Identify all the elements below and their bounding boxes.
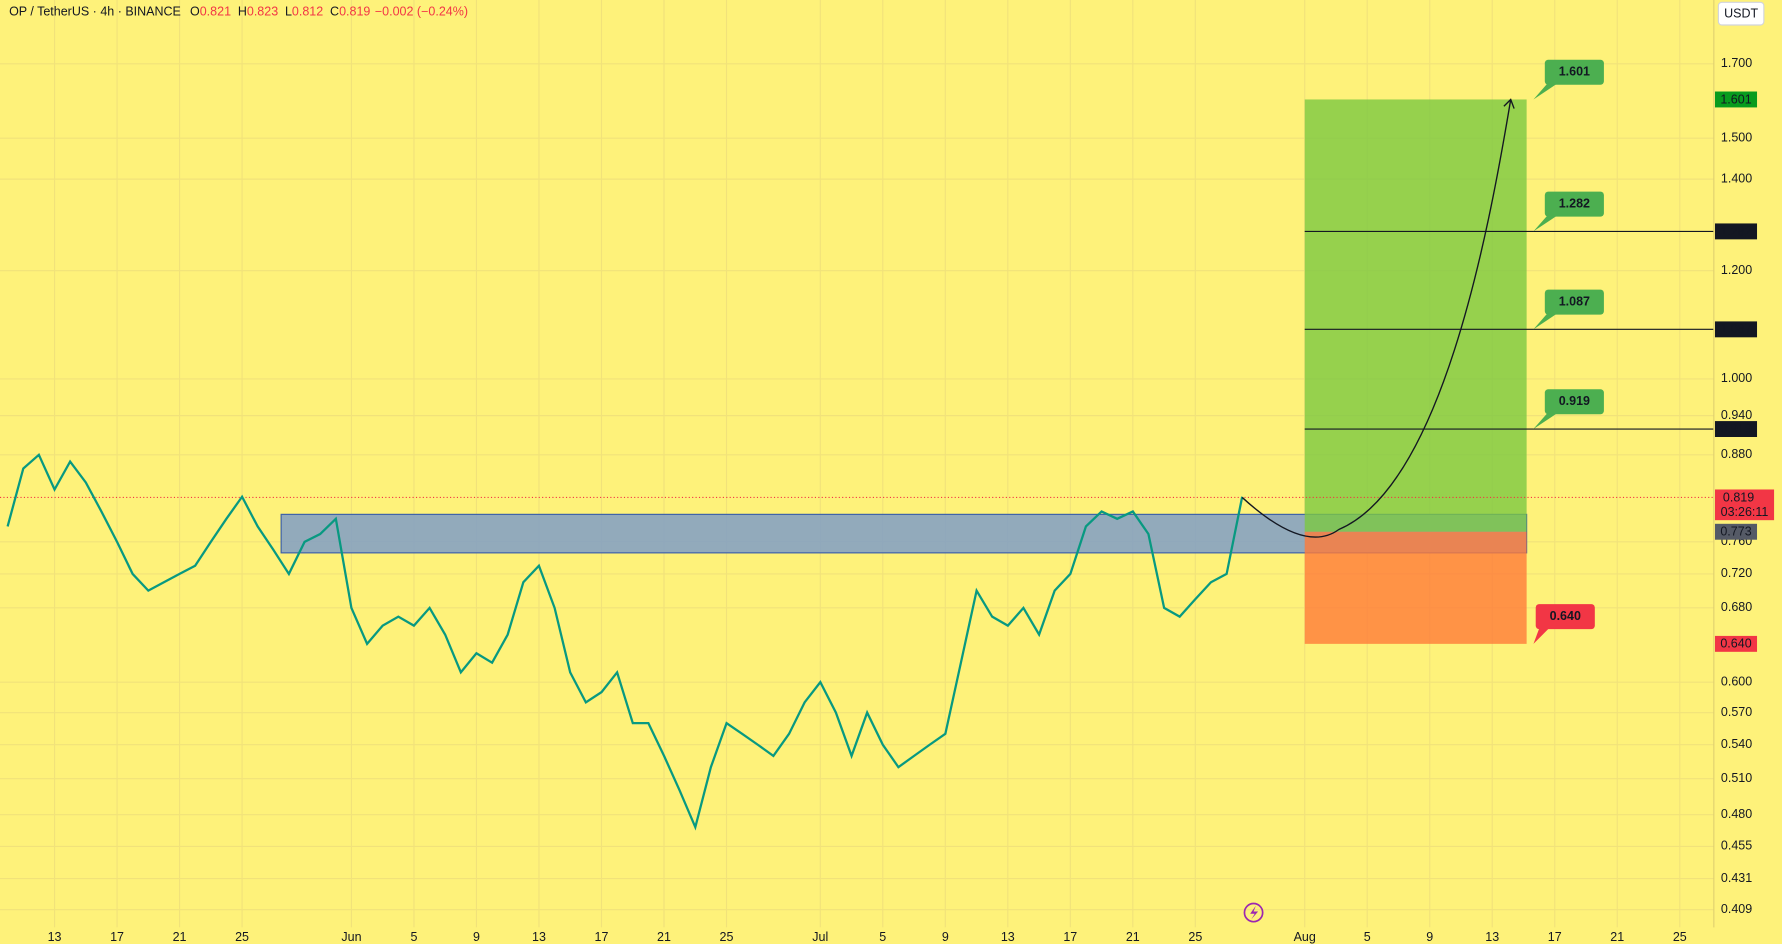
x-tick-label: 13 bbox=[1485, 930, 1499, 944]
callout-pointer bbox=[1533, 625, 1552, 644]
y-tick-label: 0.680 bbox=[1721, 600, 1752, 614]
price-tag bbox=[1714, 523, 1758, 540]
callout-pointer bbox=[1533, 410, 1561, 430]
ohlc-key: H bbox=[238, 5, 247, 19]
ohlc-key: C bbox=[330, 5, 339, 19]
x-tick-label: 17 bbox=[595, 930, 609, 944]
y-tick-label: 0.940 bbox=[1721, 408, 1752, 422]
y-tick-label: 0.570 bbox=[1721, 705, 1752, 719]
loss-zone bbox=[1304, 531, 1527, 644]
callout-box bbox=[1544, 191, 1604, 217]
projection-arrow bbox=[1241, 99, 1512, 538]
ohlc-value: 0.812 bbox=[292, 5, 323, 19]
y-tick-label: 0.880 bbox=[1721, 447, 1752, 461]
y-tick-label: 0.540 bbox=[1721, 737, 1752, 751]
price-tag-label: 0.640 bbox=[1720, 637, 1751, 651]
x-tick-label: 5 bbox=[410, 930, 417, 944]
callout-label: 1.601 bbox=[1559, 64, 1590, 78]
ohlc-value: 0.821 bbox=[200, 5, 231, 19]
y-tick-label: 1.400 bbox=[1721, 171, 1752, 185]
x-tick-label: 13 bbox=[48, 930, 62, 944]
x-tick-label: 5 bbox=[879, 930, 886, 944]
event-icon-bolt bbox=[1250, 905, 1259, 920]
price-tag-label: 0.773 bbox=[1720, 525, 1751, 539]
arrow-head bbox=[1503, 98, 1515, 109]
countdown-label: 03:26:11 bbox=[1721, 505, 1769, 519]
y-tick-label: 1.700 bbox=[1721, 56, 1752, 70]
currency-button[interactable] bbox=[1717, 1, 1765, 26]
price-tag-label: 1.087 bbox=[1720, 322, 1751, 336]
ohlc-value: 0.823 bbox=[247, 5, 278, 19]
price-tag-label: 0.919 bbox=[1720, 422, 1751, 436]
x-tick-label: 25 bbox=[1188, 930, 1202, 944]
currency-label: USDT bbox=[1724, 7, 1758, 21]
price-tag bbox=[1714, 321, 1758, 338]
callout-pointer bbox=[1533, 213, 1561, 232]
price-line bbox=[6, 452, 1244, 831]
y-tick-label: 0.455 bbox=[1721, 839, 1752, 853]
callout-label: 0.919 bbox=[1559, 394, 1590, 408]
price-tag bbox=[1714, 421, 1758, 437]
ohlc-key: L bbox=[285, 5, 292, 19]
x-tick-label: 13 bbox=[1001, 930, 1015, 944]
x-tick-label: 9 bbox=[473, 930, 480, 944]
y-tick-label: 0.600 bbox=[1721, 674, 1752, 688]
price-tag bbox=[1714, 91, 1758, 108]
y-tick-label: 0.720 bbox=[1721, 566, 1752, 580]
last-price-tag bbox=[1714, 489, 1775, 521]
y-tick-label: 0.431 bbox=[1721, 871, 1752, 885]
callout-box bbox=[1535, 604, 1595, 630]
time-axis bbox=[0, 927, 1782, 944]
x-tick-label: Jul bbox=[812, 930, 828, 944]
price-tag-label: 1.601 bbox=[1720, 92, 1751, 106]
callout-box bbox=[1544, 289, 1604, 315]
y-tick-label: 1.200 bbox=[1721, 263, 1752, 277]
x-tick-label: 9 bbox=[942, 930, 949, 944]
callout-pointer bbox=[1533, 81, 1561, 100]
x-tick-label: 21 bbox=[657, 930, 671, 944]
x-tick-label: 25 bbox=[720, 930, 734, 944]
x-tick-label: Jun bbox=[341, 930, 361, 944]
ohlc-key: O bbox=[190, 5, 200, 19]
x-tick-label: 17 bbox=[110, 930, 124, 944]
callout-label: 1.087 bbox=[1559, 294, 1590, 308]
event-icon bbox=[1243, 902, 1264, 923]
symbol-title: OP / TetherUS · 4h · BINANCE bbox=[9, 5, 181, 19]
x-tick-label: 17 bbox=[1548, 930, 1562, 944]
x-tick-label: 21 bbox=[1126, 930, 1140, 944]
x-tick-label: 13 bbox=[532, 930, 546, 944]
callout-pointer bbox=[1533, 311, 1561, 330]
callout-box bbox=[1544, 59, 1604, 85]
callout-label: 1.282 bbox=[1559, 196, 1590, 210]
x-tick-label: 21 bbox=[1610, 930, 1624, 944]
profit-zone bbox=[1304, 99, 1527, 532]
y-tick-label: 0.510 bbox=[1721, 771, 1752, 785]
price-axis bbox=[1713, 0, 1782, 944]
ohlc-value: 0.819 bbox=[339, 5, 370, 19]
x-tick-label: 25 bbox=[235, 930, 249, 944]
x-tick-label: 21 bbox=[173, 930, 187, 944]
y-tick-label: 0.409 bbox=[1721, 902, 1752, 916]
last-price-label: 0.819 bbox=[1723, 490, 1754, 504]
y-tick-label: 1.500 bbox=[1721, 130, 1752, 144]
callout-label: 0.640 bbox=[1550, 609, 1581, 623]
y-tick-label: 1.000 bbox=[1721, 371, 1752, 385]
callout-box bbox=[1544, 389, 1604, 415]
x-tick-label: 5 bbox=[1364, 930, 1371, 944]
price-change: −0.002 (−0.24%) bbox=[375, 5, 468, 19]
price-tag-label: 1.282 bbox=[1720, 224, 1751, 238]
x-tick-label: 25 bbox=[1673, 930, 1687, 944]
chart-header: OP / TetherUS · 4h · BINANCE O0.821 H0.823… bbox=[9, 5, 468, 19]
y-tick-label: 0.480 bbox=[1721, 807, 1752, 821]
price-tag bbox=[1714, 635, 1758, 652]
x-tick-label: 17 bbox=[1063, 930, 1077, 944]
price-tag bbox=[1714, 223, 1758, 240]
x-tick-label: 9 bbox=[1426, 930, 1433, 944]
x-tick-label: Aug bbox=[1294, 930, 1316, 944]
